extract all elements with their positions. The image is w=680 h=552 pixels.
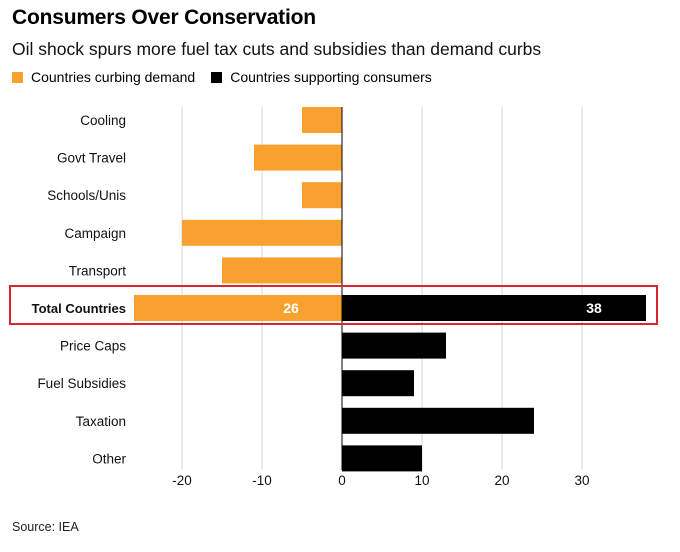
bar-curbing-campaign: [182, 219, 342, 246]
chart-subtitle: Oil shock spurs more fuel tax cuts and s…: [12, 39, 542, 59]
total-countries-highlight-box: [9, 285, 658, 325]
category-label: Campaign: [64, 226, 126, 241]
category-label: Cooling: [80, 113, 126, 128]
x-tick-label: -10: [252, 473, 272, 488]
category-label: Transport: [69, 263, 127, 278]
bar-supporting-fuel-subsidies: [342, 370, 414, 397]
legend: Countries curbing demand Countries suppo…: [12, 69, 448, 85]
category-label: Total Countries: [32, 301, 126, 316]
chart-title: Consumers Over Conservation: [12, 6, 316, 29]
bar-supporting-total-countries: [342, 295, 646, 321]
bar-curbing-govt-travel: [254, 144, 342, 171]
legend-label-curbing-demand: Countries curbing demand: [31, 69, 196, 85]
bar-curbing-total-countries: [134, 295, 342, 321]
bar-curbing-transport: [222, 257, 342, 284]
x-tick-label: 30: [574, 473, 589, 488]
x-tick-label: 0: [338, 473, 346, 488]
legend-swatch-orange: [12, 71, 23, 83]
legend-swatch-black: [211, 71, 223, 83]
bar-supporting-taxation: [342, 407, 534, 434]
bar-curbing-schools-unis: [302, 182, 342, 209]
x-tick-label: 10: [414, 473, 429, 488]
legend-item-curbing-demand: Countries curbing demand: [12, 69, 195, 85]
source-note: Source: IEA: [12, 520, 79, 534]
category-label: Schools/Unis: [47, 188, 126, 203]
legend-item-supporting-consumers: Countries supporting consumers: [211, 69, 432, 85]
category-label: Taxation: [76, 414, 126, 429]
category-label: Other: [92, 451, 126, 466]
data-label: 26: [283, 300, 299, 316]
bar-curbing-cooling: [302, 107, 342, 133]
data-label: 38: [586, 300, 602, 316]
bar-supporting-other: [342, 445, 422, 472]
category-label: Price Caps: [60, 339, 126, 354]
bar-supporting-price-caps: [342, 332, 446, 359]
x-tick-label: -20: [172, 473, 192, 488]
bar-chart: Cooling Govt Travel Schools/Unis Campaign Tr…: [32, 107, 646, 488]
legend-label-supporting-consumers: Countries supporting consumers: [230, 69, 432, 85]
x-tick-label: 20: [494, 473, 509, 488]
category-label: Fuel Subsidies: [37, 376, 126, 391]
category-label: Govt Travel: [57, 151, 126, 166]
